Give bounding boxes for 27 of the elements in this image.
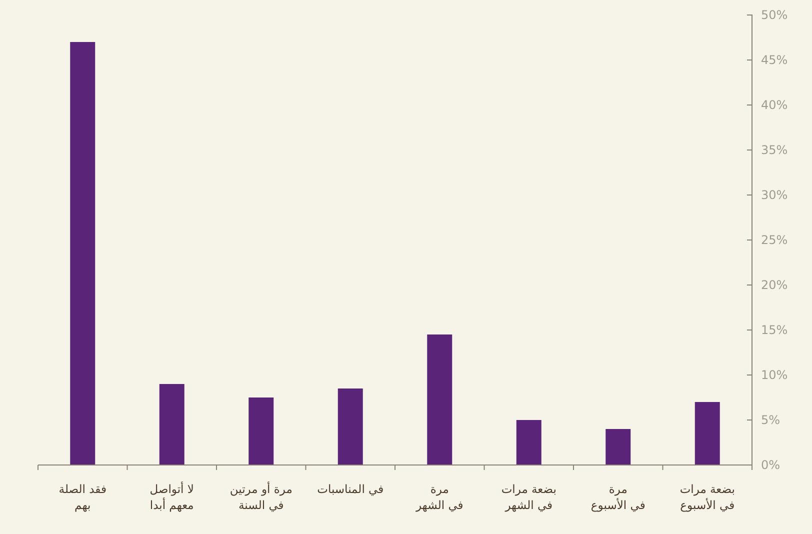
y-tick-label: 35% [761,142,788,157]
y-tick-label: 10% [761,368,788,382]
y-tick-label: 20% [761,278,788,292]
y-tick-label: 30% [761,188,788,202]
bar [427,334,452,465]
bar [338,388,363,465]
x-tick-label: لا أتواصل معهم أبدا [150,481,194,512]
y-tick-label: 15% [761,322,788,337]
bar [248,398,274,465]
y-tick-label: 40% [761,98,788,112]
bar [606,429,631,465]
y-tick-label: 50% [761,8,788,22]
x-tick-label: مرة أو مرتين في السنة [230,481,292,512]
y-tick-label: 0% [761,458,780,472]
bar [70,42,96,465]
x-tick-label: بضعة مرات في الأسبوع [680,482,735,512]
bar [159,384,184,465]
y-tick-label: 5% [761,412,780,427]
y-tick-label: 45% [761,52,788,67]
x-tick-label: فقد الصلة بهم [58,482,106,512]
x-tick-label: مرة في الشهر [414,482,464,512]
x-tick-label: بضعة مرات في الشهر [501,482,556,512]
bar [516,420,542,465]
y-tick-label: 25% [761,232,788,247]
bar [694,402,720,465]
x-tick-label: مرة في الأسبوع [590,482,646,512]
x-tick-label: في المناسبات [317,482,384,496]
